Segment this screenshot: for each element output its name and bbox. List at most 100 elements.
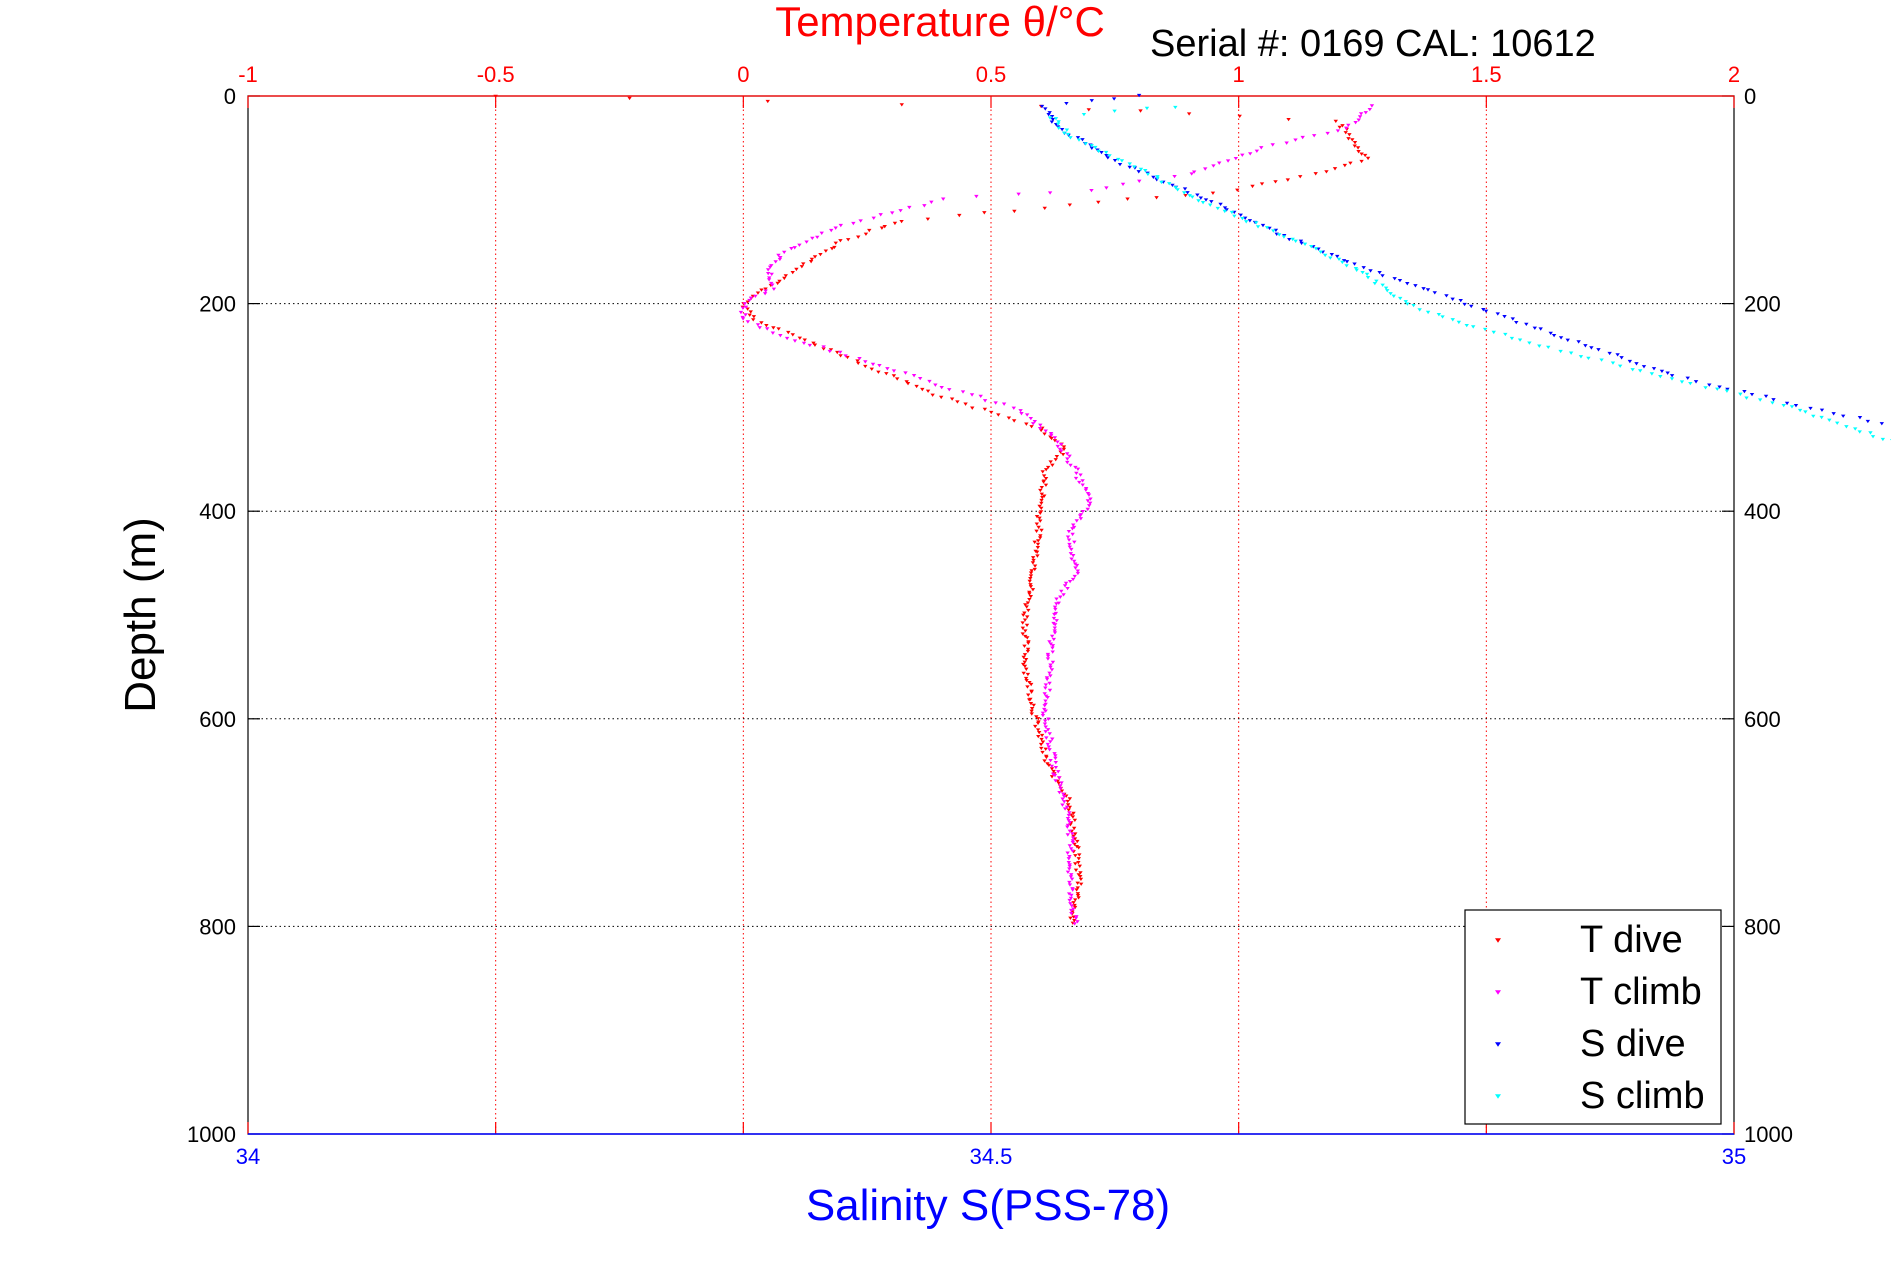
- data-point: [1132, 165, 1137, 169]
- data-point: [1808, 406, 1813, 411]
- data-point: [1196, 199, 1201, 203]
- data-point: [1444, 294, 1449, 298]
- data-point: [762, 292, 768, 296]
- data-point: [801, 341, 807, 346]
- data-point: [789, 247, 794, 251]
- data-point: [1240, 216, 1245, 221]
- data-point: [1456, 320, 1462, 325]
- data-point: [1049, 120, 1055, 124]
- data-point: [1509, 336, 1515, 341]
- data-point: [1025, 615, 1030, 619]
- data-point: [1527, 341, 1532, 345]
- data-point: [1072, 842, 1077, 847]
- data-point: [1026, 693, 1031, 697]
- data-point: [1383, 286, 1389, 290]
- data-point: [1068, 136, 1073, 140]
- data-point: [1865, 419, 1871, 424]
- data-point: [914, 384, 919, 389]
- data-point: [1502, 315, 1507, 319]
- data-point: [1127, 162, 1132, 166]
- data-point: [1077, 480, 1082, 485]
- data-point: [1352, 141, 1358, 145]
- bottom-axis-tick-label: 34.5: [970, 1144, 1013, 1169]
- data-point: [1198, 196, 1204, 200]
- data-point: [1749, 392, 1755, 397]
- data-point: [740, 306, 746, 310]
- data-point: [970, 406, 975, 410]
- data-point: [1348, 161, 1353, 165]
- data-point: [1056, 770, 1061, 774]
- data-point: [927, 379, 932, 384]
- data-point: [1065, 833, 1070, 837]
- data-point: [1352, 262, 1357, 266]
- data-point: [627, 96, 632, 101]
- data-point: [1062, 584, 1068, 588]
- data-point: [1024, 678, 1029, 683]
- data-point: [1222, 206, 1228, 210]
- data-point: [1022, 664, 1028, 669]
- data-point: [1391, 294, 1396, 298]
- data-point: [1066, 857, 1072, 861]
- data-point: [939, 395, 944, 400]
- data-point: [1026, 698, 1032, 702]
- data-point: [1075, 839, 1080, 844]
- data-point: [939, 386, 944, 390]
- data-point: [1707, 383, 1712, 387]
- data-point: [1811, 414, 1816, 419]
- data-point: [1185, 191, 1190, 195]
- data-point: [1183, 194, 1188, 198]
- data-point: [808, 260, 814, 264]
- data-point: [1060, 803, 1065, 807]
- data-point: [1558, 349, 1563, 354]
- data-point: [1610, 361, 1616, 365]
- data-point: [1076, 846, 1081, 850]
- data-point: [1030, 588, 1036, 592]
- x-axis-label: Salinity S(PSS-78): [806, 1181, 1170, 1230]
- data-point: [1071, 554, 1076, 558]
- data-point: [1073, 916, 1079, 921]
- data-point: [1067, 805, 1073, 810]
- data-point: [770, 331, 776, 335]
- data-point: [1405, 302, 1410, 306]
- data-point: [1053, 754, 1058, 758]
- data-point: [1397, 278, 1403, 283]
- data-point: [890, 211, 895, 215]
- data-point: [1028, 416, 1034, 421]
- data-point: [790, 333, 795, 337]
- data-point: [1115, 157, 1121, 162]
- data-point: [1359, 159, 1364, 164]
- data-point: [1028, 577, 1033, 581]
- data-point: [903, 371, 908, 375]
- data-point: [955, 400, 960, 404]
- data-point: [1290, 237, 1295, 242]
- data-point: [1063, 581, 1069, 586]
- data-point: [1340, 124, 1345, 128]
- data-point: [1615, 353, 1620, 357]
- data-point: [1725, 387, 1730, 392]
- data-point: [1583, 344, 1588, 348]
- data-point: [775, 281, 780, 286]
- data-point: [1067, 542, 1072, 547]
- data-point: [765, 271, 771, 276]
- data-point: [1170, 183, 1175, 188]
- data-point: [1032, 419, 1037, 424]
- data-point: [1325, 131, 1330, 136]
- data-point: [829, 228, 834, 233]
- data-point: [1335, 254, 1340, 259]
- data-point: [1074, 519, 1079, 523]
- data-point: [1042, 206, 1047, 211]
- data-point: [1034, 715, 1039, 719]
- data-point: [922, 204, 927, 208]
- data-point: [1043, 683, 1049, 687]
- data-point: [1040, 711, 1046, 715]
- data-point: [1043, 747, 1048, 751]
- data-point: [1665, 371, 1670, 375]
- data-point: [1031, 558, 1036, 563]
- data-point: [1361, 266, 1366, 270]
- data-point: [1025, 685, 1030, 689]
- data-point: [863, 360, 868, 364]
- data-point: [1073, 832, 1078, 836]
- data-point: [1053, 607, 1058, 612]
- data-point: [904, 380, 909, 384]
- data-point: [1027, 579, 1032, 584]
